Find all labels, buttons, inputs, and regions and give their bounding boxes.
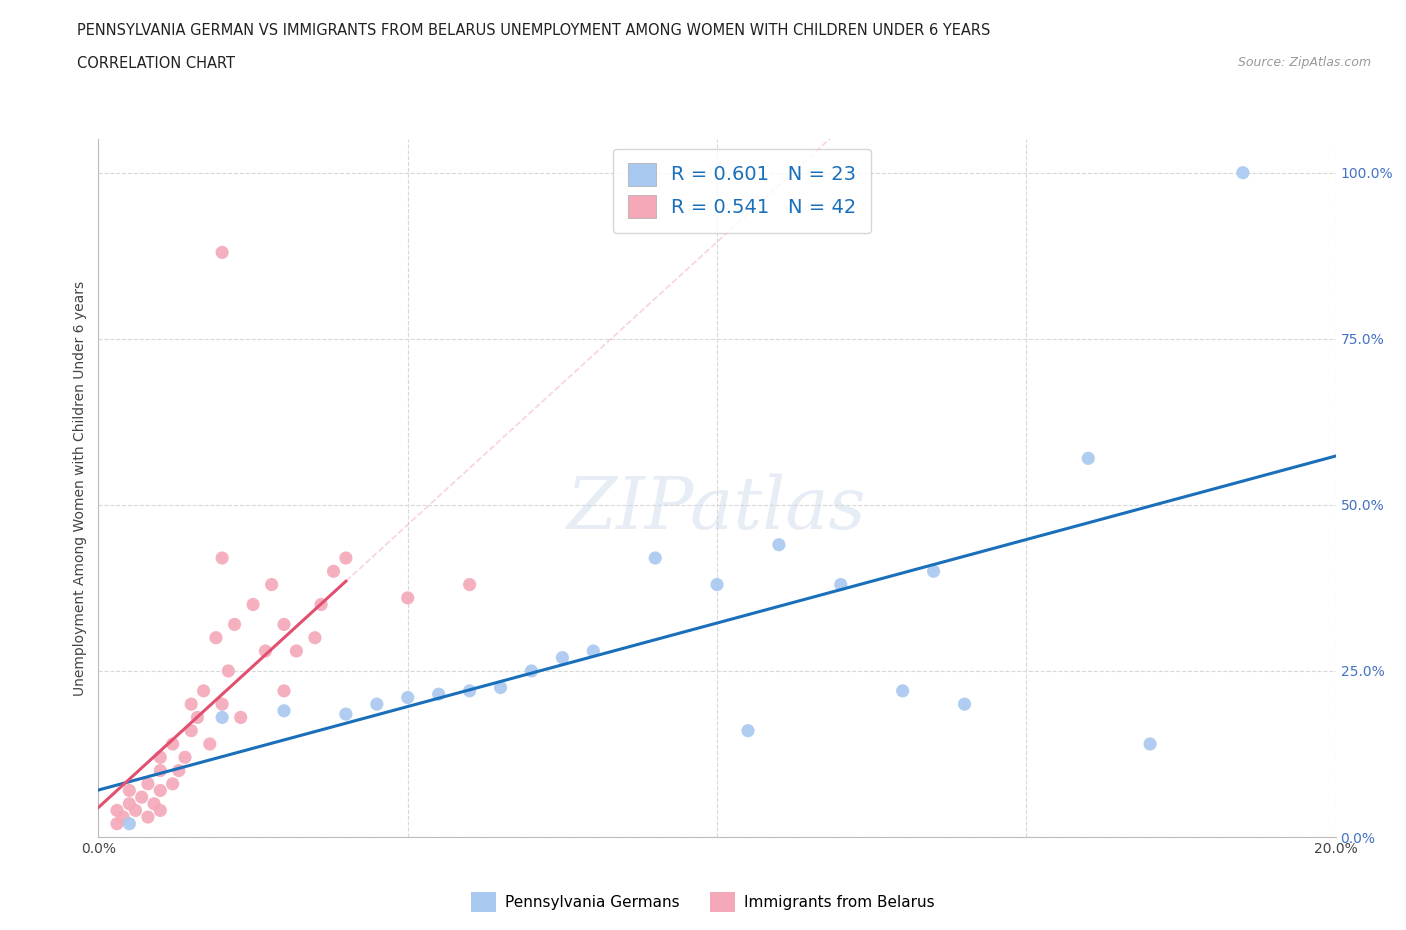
Point [520,663,543,678]
Point [149,803,172,817]
Point [396,591,419,605]
Point [830,578,852,592]
Point [1077,451,1099,466]
Point [193,684,215,698]
Point [149,783,172,798]
Point [118,783,141,798]
Point [105,817,128,831]
Point [186,710,208,724]
Point [273,684,295,698]
Point [458,684,481,698]
Point [304,631,326,645]
Point [205,631,228,645]
Point [105,803,128,817]
Point [1139,737,1161,751]
Point [922,564,945,578]
Text: PENNSYLVANIA GERMAN VS IMMIGRANTS FROM BELARUS UNEMPLOYMENT AMONG WOMEN WITH CHI: PENNSYLVANIA GERMAN VS IMMIGRANTS FROM B… [77,23,991,38]
Point [118,796,141,811]
Point [143,796,166,811]
Legend: R = 0.601   N = 23, R = 0.541   N = 42: R = 0.601 N = 23, R = 0.541 N = 42 [613,149,870,232]
Point [224,617,246,631]
Point [217,663,239,678]
Point [737,724,759,738]
Point [124,803,146,817]
Point [309,597,332,612]
Point [458,578,481,592]
Point [335,551,357,565]
Point [582,644,605,658]
Point [706,578,728,592]
Point [211,551,233,565]
Point [335,707,357,722]
Point [891,684,914,698]
Point [273,703,295,718]
Point [242,597,264,612]
Point [112,810,135,825]
Point [149,764,172,778]
Point [136,777,159,791]
Point [644,551,666,565]
Point [953,697,976,711]
Point [167,764,190,778]
Point [180,724,202,738]
Point [273,617,295,631]
Point [229,710,252,724]
Point [254,644,277,658]
Point [211,710,233,724]
Point [322,564,344,578]
Text: CORRELATION CHART: CORRELATION CHART [77,56,235,71]
Point [211,245,233,259]
Point [427,686,450,701]
Point [131,790,153,804]
Point [162,737,184,751]
Point [551,650,574,665]
Point [489,680,512,695]
Text: Source: ZipAtlas.com: Source: ZipAtlas.com [1237,56,1371,69]
Point [768,538,790,552]
Point [136,810,159,825]
Point [174,750,197,764]
Point [1232,166,1254,180]
Point [118,817,141,831]
Point [198,737,221,751]
Point [260,578,283,592]
Point [285,644,308,658]
Text: ZIPatlas: ZIPatlas [567,474,868,544]
Point [162,777,184,791]
Legend: Pennsylvania Germans, Immigrants from Belarus: Pennsylvania Germans, Immigrants from Be… [465,886,941,918]
Point [211,697,233,711]
Point [396,690,419,705]
Point [180,697,202,711]
Point [366,697,388,711]
Point [149,750,172,764]
Y-axis label: Unemployment Among Women with Children Under 6 years: Unemployment Among Women with Children U… [73,281,87,696]
